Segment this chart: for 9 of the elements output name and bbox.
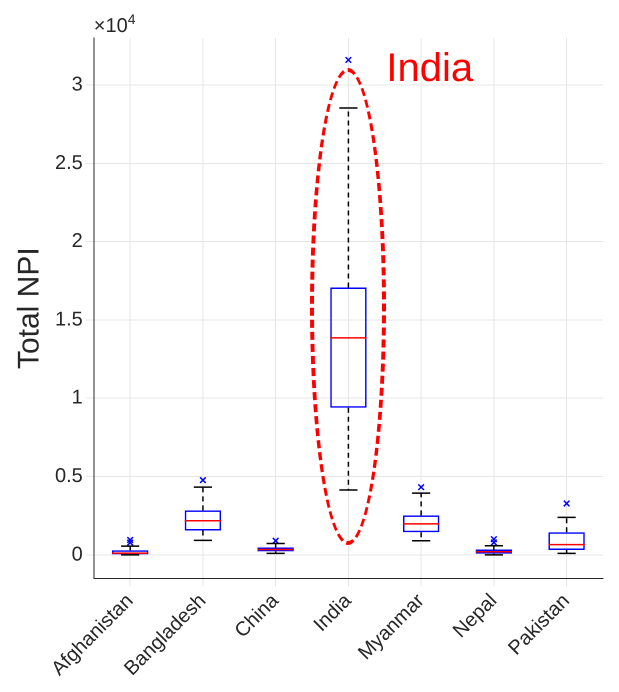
- annotation: India: [386, 46, 474, 90]
- y-tick-label: 1: [72, 386, 83, 409]
- y-tick-label: 2: [72, 230, 83, 252]
- y-tick-label: 1.5: [54, 308, 83, 330]
- y-tick-label: 3: [72, 74, 83, 96]
- y-tick-label: 0: [72, 543, 83, 566]
- y-axis-title: Total NPI: [12, 247, 46, 370]
- y-tick-label: 2.5: [54, 152, 83, 174]
- y-tick-label: 0.5: [54, 465, 83, 488]
